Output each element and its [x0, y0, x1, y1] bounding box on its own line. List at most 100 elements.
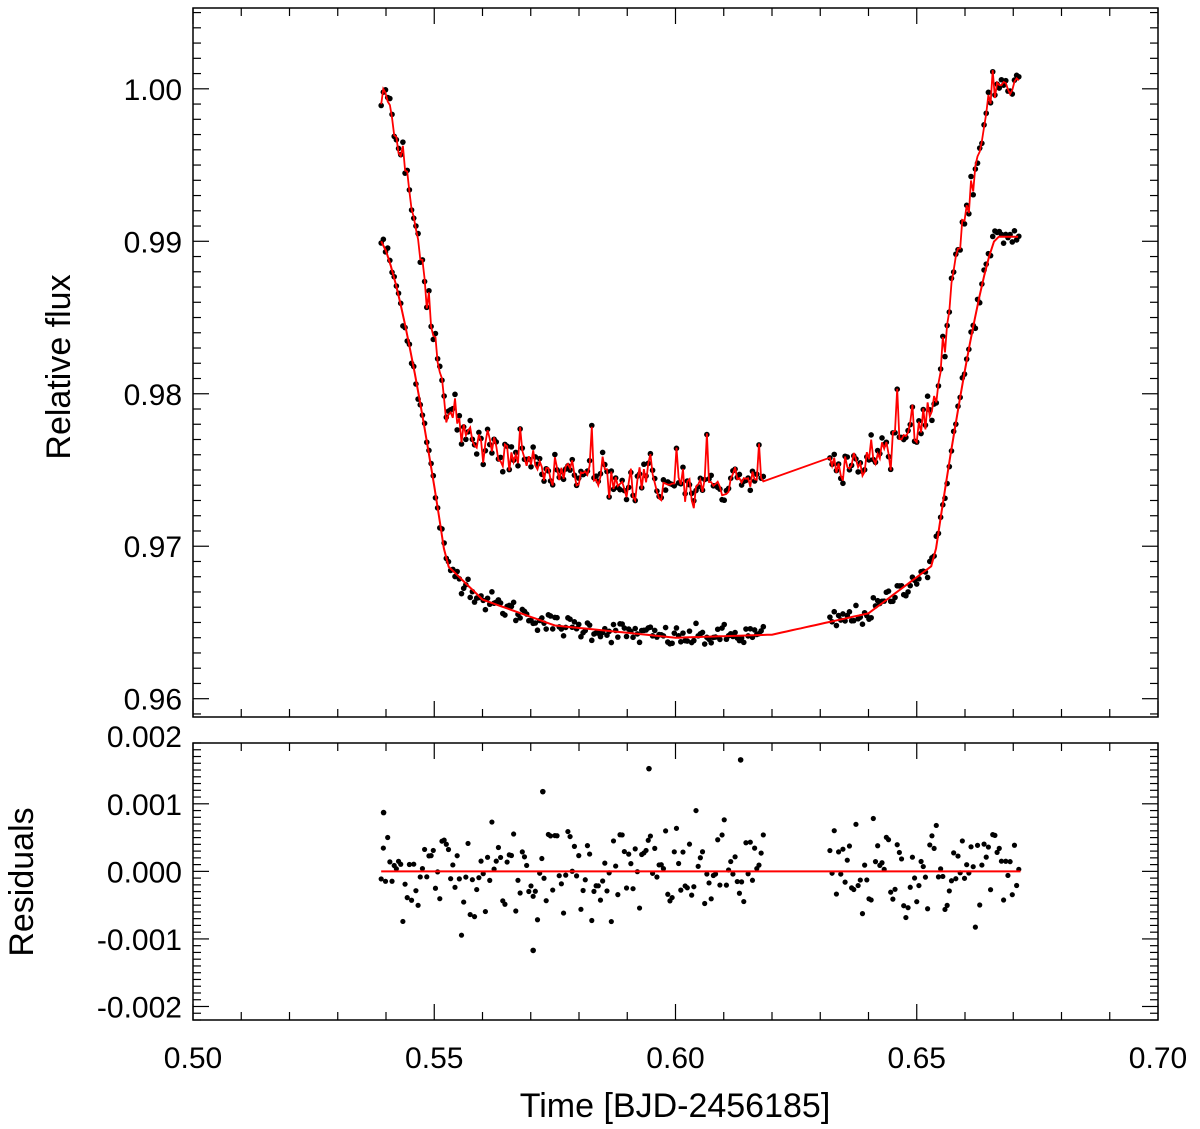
- flux-point: [534, 627, 541, 634]
- residual-point: [680, 849, 686, 855]
- flux-point: [480, 461, 487, 468]
- flux-point: [484, 426, 491, 433]
- residual-point: [539, 855, 545, 862]
- residual-point: [970, 864, 976, 870]
- residual-point: [868, 897, 874, 903]
- residual-point: [890, 896, 896, 902]
- residual-point: [632, 846, 638, 852]
- residual-point: [697, 855, 703, 861]
- residual-point: [487, 877, 493, 883]
- flux-point: [916, 418, 922, 424]
- residual-point: [892, 886, 898, 892]
- flux-point: [515, 462, 521, 469]
- residual-point: [524, 862, 530, 869]
- flux-point: [512, 617, 519, 624]
- y-tick-label: -0.002: [97, 991, 182, 1024]
- flux-point: [758, 628, 764, 634]
- flux-point: [831, 451, 838, 458]
- flux-point: [942, 353, 948, 360]
- flux-point: [532, 620, 539, 626]
- residual-point: [933, 822, 939, 829]
- residual-point: [626, 851, 632, 857]
- flux-point: [508, 444, 515, 450]
- residual-point: [983, 854, 989, 860]
- residual-point: [660, 866, 667, 872]
- residual-point: [543, 898, 549, 904]
- residual-point: [422, 846, 428, 853]
- residual-point: [597, 897, 604, 903]
- flux-point: [615, 634, 621, 640]
- residual-point: [920, 863, 926, 870]
- flux-point: [482, 606, 489, 613]
- flux-point: [691, 637, 697, 644]
- residual-point: [723, 882, 730, 888]
- flux-point: [467, 417, 473, 424]
- flux-point: [560, 633, 567, 639]
- residual-point: [702, 900, 708, 907]
- flux-point: [473, 451, 480, 457]
- residual-point: [901, 903, 907, 909]
- residual-point: [443, 841, 449, 847]
- flux-point: [970, 191, 977, 198]
- residuals-panel: -0.002 -0.001 0.000 0.001 0.002 Residuals: [3, 721, 1159, 1024]
- residual-point: [615, 891, 621, 898]
- residual-point: [398, 861, 404, 867]
- residual-point: [1001, 897, 1007, 903]
- residual-point: [704, 871, 710, 877]
- residual-point: [482, 908, 488, 915]
- residual-point: [935, 874, 942, 880]
- flux-point: [929, 417, 935, 424]
- residual-point: [693, 807, 699, 814]
- residual-point: [916, 882, 922, 889]
- flux-point: [708, 472, 715, 479]
- residual-point: [504, 859, 510, 865]
- residual-point: [578, 906, 584, 912]
- residual-point: [948, 878, 955, 884]
- residual-point: [691, 884, 697, 890]
- residual-point: [558, 881, 564, 887]
- flux-point: [885, 588, 892, 594]
- residual-point: [550, 887, 556, 893]
- flux-point: [840, 480, 846, 487]
- flux-point: [458, 590, 465, 597]
- flux-point: [641, 461, 647, 468]
- flux-point: [662, 624, 669, 631]
- residual-point: [844, 857, 850, 863]
- residual-point: [663, 828, 669, 834]
- residual-point: [402, 881, 408, 887]
- residual-point: [909, 854, 916, 860]
- residual-point: [857, 877, 863, 883]
- residual-point: [846, 843, 853, 849]
- residual-point: [476, 875, 482, 881]
- residual-point: [540, 788, 546, 795]
- flux-point: [484, 595, 491, 602]
- residual-point: [708, 896, 714, 902]
- residual-point: [985, 844, 992, 850]
- residual-point: [752, 845, 758, 851]
- residual-point: [576, 853, 582, 859]
- flux-point: [458, 441, 465, 447]
- flux-point: [708, 639, 715, 646]
- residual-point: [1014, 882, 1020, 889]
- residual-point: [918, 858, 924, 865]
- residual-point: [747, 839, 753, 845]
- residual-point: [749, 877, 756, 883]
- flux-axis-ticks: [192, 8, 1159, 717]
- residual-point: [838, 871, 844, 877]
- residual-point: [584, 843, 591, 849]
- flux-point: [575, 621, 582, 628]
- residual-point: [415, 902, 421, 908]
- residual-point: [946, 888, 952, 894]
- residual-point: [467, 911, 473, 918]
- residual-point: [898, 856, 905, 862]
- flux-point: [549, 626, 556, 632]
- flux-point: [552, 451, 558, 458]
- flux-point: [499, 468, 506, 475]
- residual-point: [471, 914, 478, 920]
- residual-point: [404, 895, 410, 901]
- flux-point: [547, 613, 554, 619]
- flux-point: [597, 633, 604, 640]
- residuals-y-tick-labels: -0.002 -0.001 0.000 0.001 0.002: [97, 721, 182, 1024]
- flux-point: [588, 637, 595, 644]
